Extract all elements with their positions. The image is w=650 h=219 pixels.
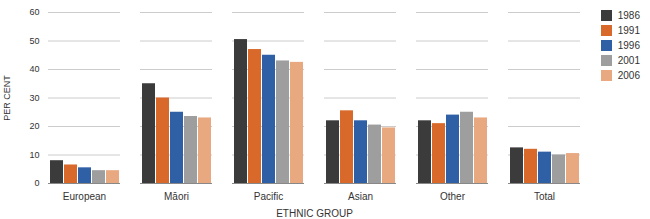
svg-text:10: 10 xyxy=(29,150,39,160)
svg-text:Asian: Asian xyxy=(348,191,373,202)
svg-text:50: 50 xyxy=(29,36,39,46)
svg-text:20: 20 xyxy=(29,121,39,131)
svg-text:ETHNIC GROUP: ETHNIC GROUP xyxy=(276,208,353,219)
html-text:1986: 1986 xyxy=(617,10,640,21)
svg-text:Total: Total xyxy=(534,191,555,202)
svg-text:0: 0 xyxy=(34,178,39,188)
html-text:1991: 1991 xyxy=(617,25,640,36)
svg-text:Other: Other xyxy=(440,191,466,202)
svg-text:40: 40 xyxy=(29,64,39,74)
html-text:2006: 2006 xyxy=(617,70,640,81)
html-text:1996: 1996 xyxy=(617,40,640,51)
svg-text:PER CENT: PER CENT xyxy=(2,75,12,121)
svg-text:European: European xyxy=(63,191,106,202)
html-text:2001: 2001 xyxy=(617,55,640,66)
svg-text:Pacific: Pacific xyxy=(254,191,283,202)
svg-text:30: 30 xyxy=(29,93,39,103)
svg-text:60: 60 xyxy=(29,7,39,17)
svg-text:Māori: Māori xyxy=(164,191,189,202)
